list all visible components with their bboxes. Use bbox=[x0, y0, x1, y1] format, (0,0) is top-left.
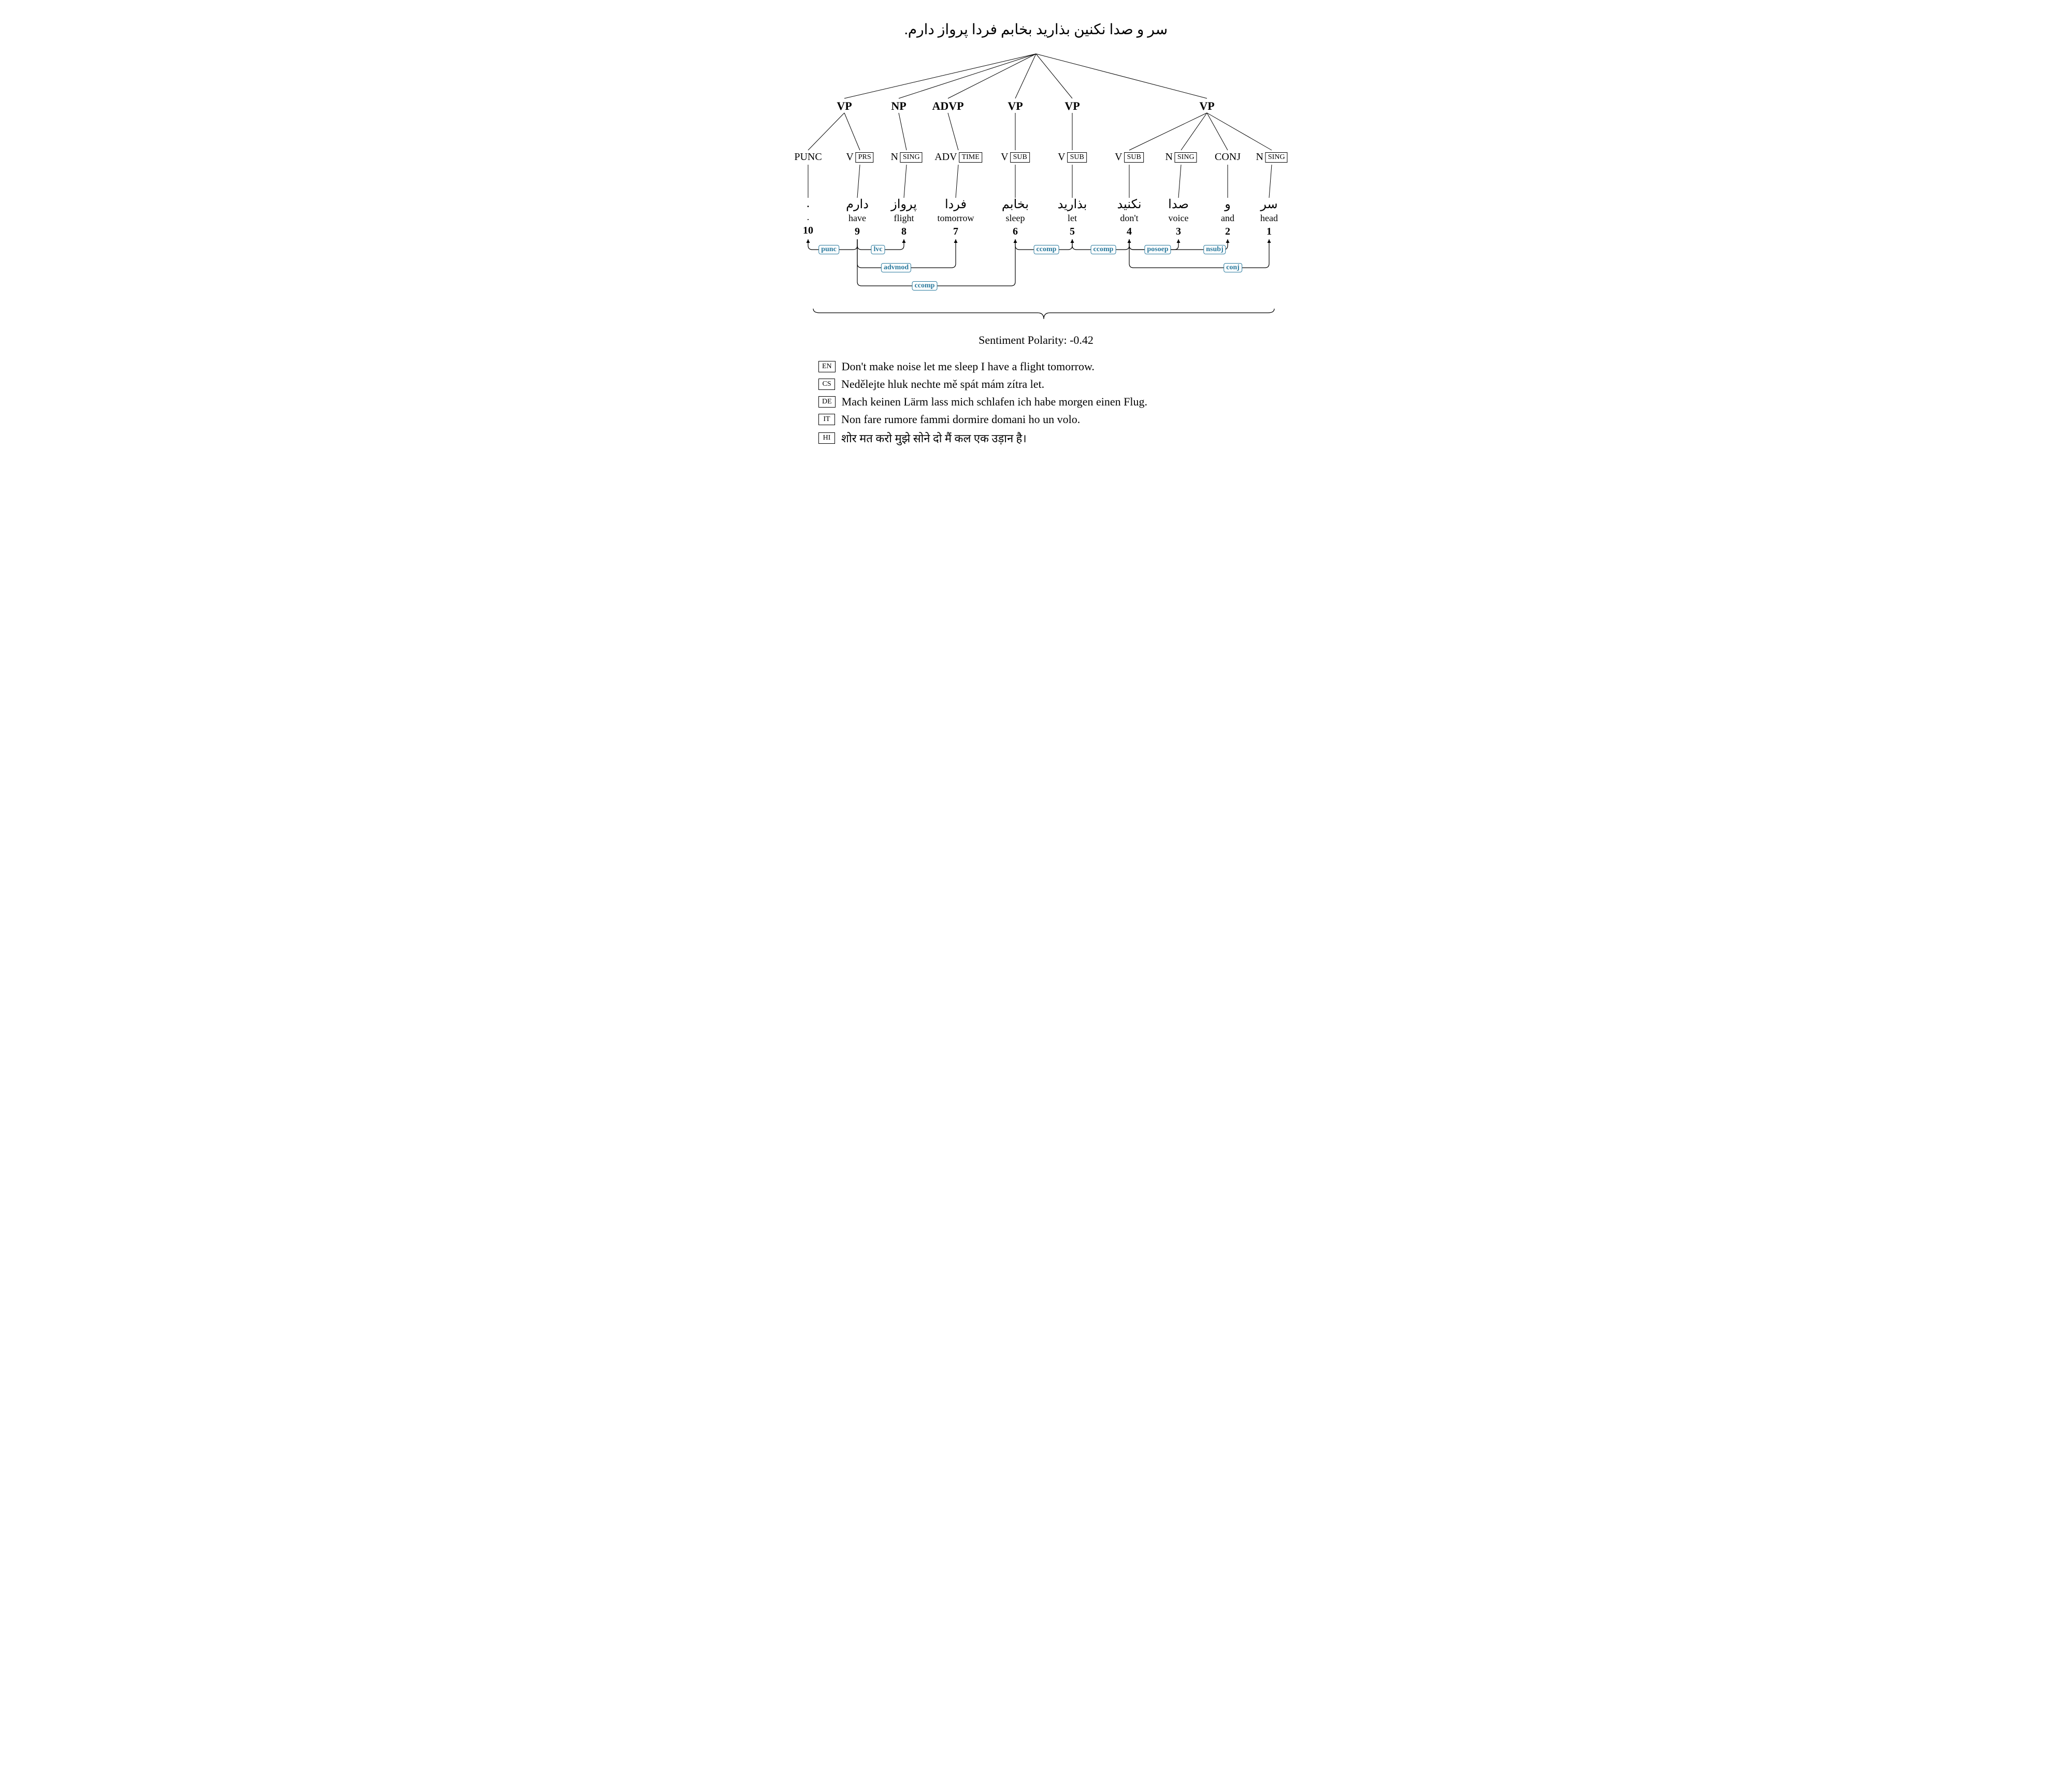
phrase-label: VP bbox=[1199, 99, 1214, 113]
pos-tag: VSUB bbox=[1058, 151, 1087, 163]
token: ..10 bbox=[787, 197, 829, 237]
dependency-label: ccomp bbox=[912, 281, 938, 291]
phrase-label: VP bbox=[837, 99, 852, 113]
token: وand2 bbox=[1207, 197, 1248, 238]
pos-tag: NSING bbox=[890, 151, 922, 163]
token: صداvoice3 bbox=[1158, 197, 1199, 238]
pos-tag: VSUB bbox=[1115, 151, 1144, 163]
language-tag: CS bbox=[818, 379, 835, 390]
language-tag: DE bbox=[818, 396, 836, 408]
pos-tag: VSUB bbox=[1001, 151, 1030, 163]
phrase-label: ADVP bbox=[932, 99, 963, 113]
token: فرداtomorrow7 bbox=[935, 197, 976, 238]
diagram-container: سر و صدا نکنین بذارید بخابم فردا پرواز د… bbox=[777, 21, 1295, 446]
dependency-label: lvc bbox=[871, 245, 885, 254]
pos-tag: ADVTIME bbox=[934, 151, 982, 163]
translation-text: Mach keinen Lärm lass mich schlafen ich … bbox=[842, 395, 1147, 409]
dependency-label: ccomp bbox=[1034, 245, 1059, 254]
translation-row: EN Don't make noise let me sleep I have a… bbox=[818, 360, 1295, 373]
sentiment-label: Sentiment Polarity: -0.42 bbox=[777, 334, 1295, 347]
pos-tag: VPRS bbox=[846, 151, 873, 163]
translations-block: EN Don't make noise let me sleep I have a… bbox=[818, 360, 1295, 446]
translation-row: DE Mach keinen Lärm lass mich schlafen ic… bbox=[818, 395, 1295, 409]
translation-row: IT Non fare rumore fammi dormire domani h… bbox=[818, 413, 1295, 426]
token: سرhead1 bbox=[1248, 197, 1290, 238]
token: پروازflight8 bbox=[883, 197, 925, 238]
translation-text: Don't make noise let me sleep I have a f… bbox=[842, 360, 1095, 373]
language-tag: HI bbox=[818, 432, 835, 444]
language-tag: IT bbox=[818, 414, 835, 425]
dependency-label: nsubj bbox=[1203, 245, 1226, 254]
dependency-label: punc bbox=[818, 245, 839, 254]
pos-tag: NSING bbox=[1256, 151, 1287, 163]
phrase-label: NP bbox=[891, 99, 906, 113]
dependency-label: posoep bbox=[1144, 245, 1171, 254]
phrase-label: VP bbox=[1064, 99, 1080, 113]
language-tag: EN bbox=[818, 361, 836, 372]
phrase-label: VP bbox=[1008, 99, 1023, 113]
token: نکنیدdon't4 bbox=[1109, 197, 1150, 238]
dependency-label: ccomp bbox=[1091, 245, 1116, 254]
translation-text: शोर मत करो मुझे सोने दो मैं कल एक उड़ान … bbox=[841, 430, 1027, 446]
dependency-label: advmod bbox=[881, 263, 911, 272]
translation-text: Non fare rumore fammi dormire domani ho … bbox=[841, 413, 1080, 426]
translation-row: HI शोर मत करो मुझे सोने दो मैं कल एक उड़ा… bbox=[818, 430, 1295, 446]
pos-tag: PUNC bbox=[794, 151, 822, 163]
token: دارمhave9 bbox=[837, 197, 878, 238]
token: بخابمsleep6 bbox=[995, 197, 1036, 238]
dependency-label: conj bbox=[1224, 263, 1242, 272]
tree-svg bbox=[777, 49, 1295, 328]
translation-text: Nedělejte hluk nechte mě spát mám zítra … bbox=[841, 378, 1044, 391]
token: بذاریدlet5 bbox=[1052, 197, 1093, 238]
source-sentence: سر و صدا نکنین بذارید بخابم فردا پرواز د… bbox=[777, 21, 1295, 38]
translation-row: CS Nedělejte hluk nechte mě spát mám zítr… bbox=[818, 378, 1295, 391]
tree-area: VP NP ADVP VP VP VP PUNC VPRS NSING ADVTIME VSUB VS… bbox=[777, 49, 1295, 328]
pos-tag: NSING bbox=[1165, 151, 1197, 163]
pos-tag: CONJ bbox=[1215, 151, 1241, 163]
